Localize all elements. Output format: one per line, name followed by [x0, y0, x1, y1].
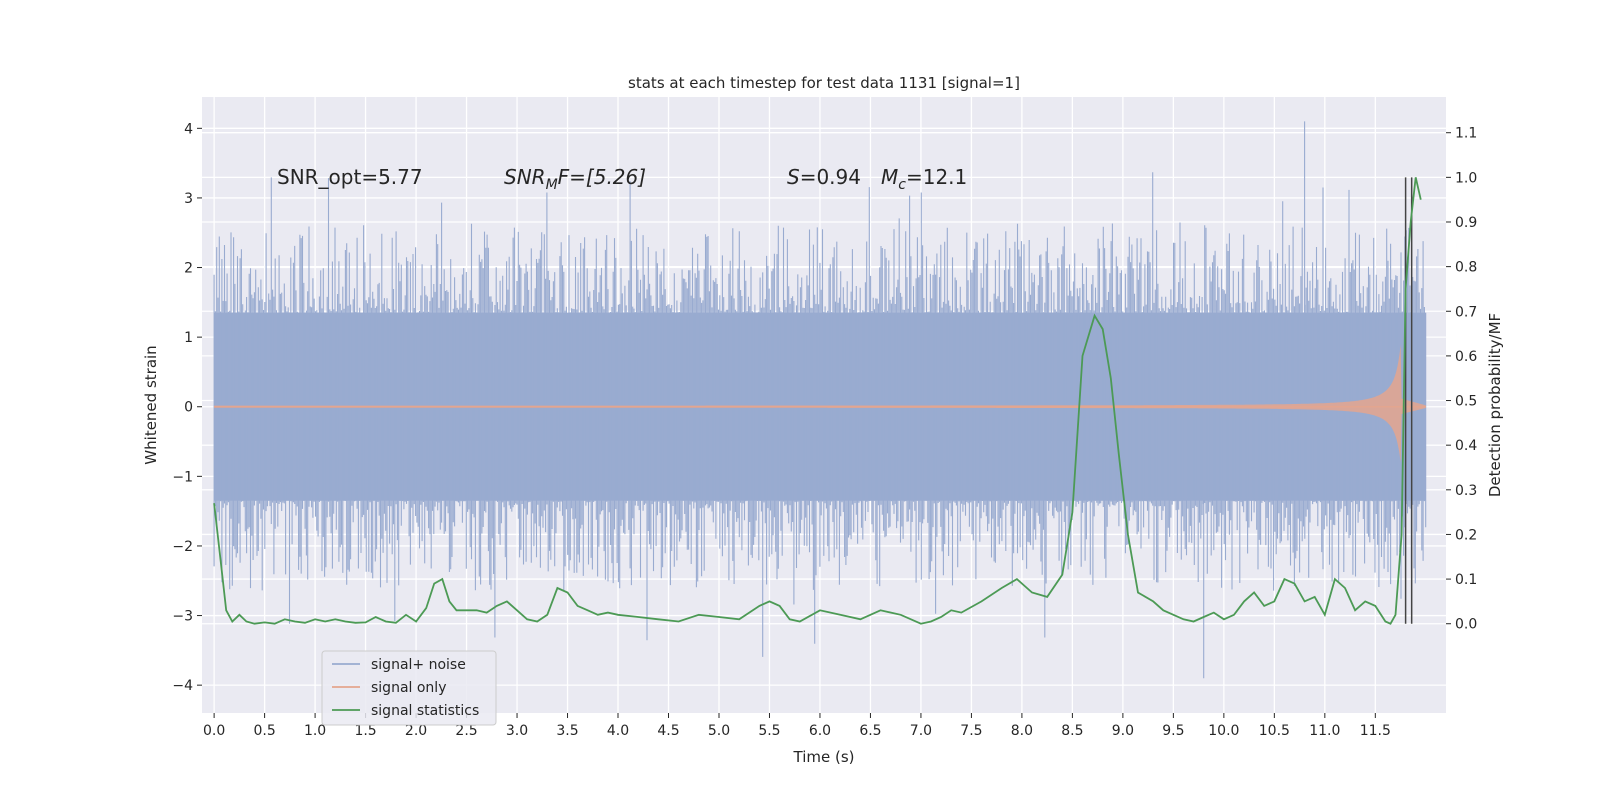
x-tick-label: 1.0	[304, 723, 326, 739]
y2-tick-label: 0.9	[1455, 215, 1477, 231]
annotation-mc-rest: =12.1	[906, 165, 967, 189]
chart-title: stats at each timestep for test data 113…	[628, 74, 1020, 92]
y2-tick-label: 0.0	[1455, 617, 1477, 633]
y2-axis-label: Detection probability/MF	[1486, 313, 1504, 497]
y2-tick-label: 0.4	[1455, 438, 1477, 454]
x-tick-label: 5.0	[708, 723, 730, 739]
annotation-snr-mf: SNRMF=[5.26]	[504, 165, 646, 193]
y-tick-label: 1	[184, 330, 193, 346]
y2-tick-label: 0.6	[1455, 349, 1477, 365]
y-tick-label: −2	[172, 539, 193, 555]
legend-label-signal-only: signal only	[371, 680, 446, 696]
x-tick-label: 6.0	[809, 723, 831, 739]
annotation-snr-opt: SNR_opt=5.77	[277, 165, 423, 189]
y-tick-label: −1	[172, 469, 193, 485]
x-tick-label: 10.0	[1208, 723, 1239, 739]
annotation-s: S=0.94	[787, 165, 861, 189]
annotation-snr-mf-var: SNR	[504, 165, 546, 189]
legend-label-signal-plus-noise: signal+ noise	[371, 657, 466, 673]
x-axis-ticks: 0.0 0.5 1.0 1.5 2.0 2.5 3.0 3.5 4.0 4.5 5.0 5.5 6.0 6…	[203, 713, 1391, 739]
y2-tick-label: 0.5	[1455, 394, 1477, 410]
vertical-markers	[1404, 177, 1413, 624]
legend-box	[321, 650, 497, 726]
y-axis-label: Whitened strain	[142, 345, 160, 464]
y2-axis-ticks: 1.1 1.0 0.9 0.8 0.7 0.6 0.5 0.4 0.3 0.2 0.1 0.0	[1446, 126, 1477, 633]
x-tick-label: 11.5	[1360, 723, 1391, 739]
x-tick-label: 0.5	[253, 723, 275, 739]
y2-tick-label: 0.2	[1455, 527, 1477, 543]
x-tick-label: 4.0	[607, 723, 629, 739]
annotation-mc-sub: c	[898, 177, 906, 193]
x-tick-label: 3.0	[506, 723, 528, 739]
x-tick-label: 2.5	[455, 723, 477, 739]
x-tick-label: 9.0	[1112, 723, 1134, 739]
y-axis-ticks: 4 3 2 1 0 −1 −2 −3 −4	[172, 121, 202, 694]
annotation-s-var: S	[787, 165, 800, 189]
x-tick-label: 3.5	[556, 723, 578, 739]
x-axis-label: Time (s)	[793, 748, 855, 766]
annotation-mc-var: M	[881, 165, 898, 189]
y2-tick-label: 0.3	[1455, 483, 1477, 499]
annotation-snr-mf-rest: F=[5.26]	[558, 165, 646, 189]
x-tick-label: 0.0	[203, 723, 225, 739]
legend-label-signal-statistics: signal statistics	[371, 703, 479, 719]
x-tick-label: 4.5	[657, 723, 679, 739]
x-tick-label: 1.5	[354, 723, 376, 739]
annotation-mc: Mc=12.1	[881, 165, 967, 193]
x-tick-label: 11.0	[1309, 723, 1340, 739]
x-tick-label: 2.0	[405, 723, 427, 739]
annotation-snr-mf-sub: M	[546, 177, 558, 193]
x-tick-label: 10.5	[1259, 723, 1290, 739]
x-tick-label: 6.5	[859, 723, 881, 739]
statistics-line	[213, 177, 1422, 625]
legend: signal+ noise signal only signal statist…	[321, 650, 497, 726]
x-tick-label: 9.5	[1162, 723, 1184, 739]
x-tick-label: 7.0	[910, 723, 932, 739]
y2-tick-label: 1.0	[1455, 170, 1477, 186]
y2-tick-label: 1.1	[1455, 126, 1477, 142]
y2-tick-label: 0.7	[1455, 304, 1477, 320]
series-signal-only	[214, 344, 1426, 463]
y-tick-label: −3	[172, 609, 193, 625]
data-layer	[213, 121, 1427, 679]
y2-tick-label: 0.8	[1455, 260, 1477, 276]
y-tick-label: 0	[184, 400, 193, 416]
y2-tick-label: 0.1	[1455, 572, 1477, 588]
x-tick-label: 8.0	[1011, 723, 1033, 739]
x-tick-label: 8.5	[1061, 723, 1083, 739]
y-tick-label: 3	[184, 191, 193, 207]
x-tick-label: 7.5	[960, 723, 982, 739]
x-tick-label: 5.5	[758, 723, 780, 739]
series-signal-statistics	[213, 177, 1422, 625]
y-tick-label: −4	[172, 678, 193, 694]
y-tick-label: 2	[184, 261, 193, 277]
annotation-s-rest: =0.94	[800, 165, 861, 189]
y-tick-label: 4	[184, 121, 193, 137]
